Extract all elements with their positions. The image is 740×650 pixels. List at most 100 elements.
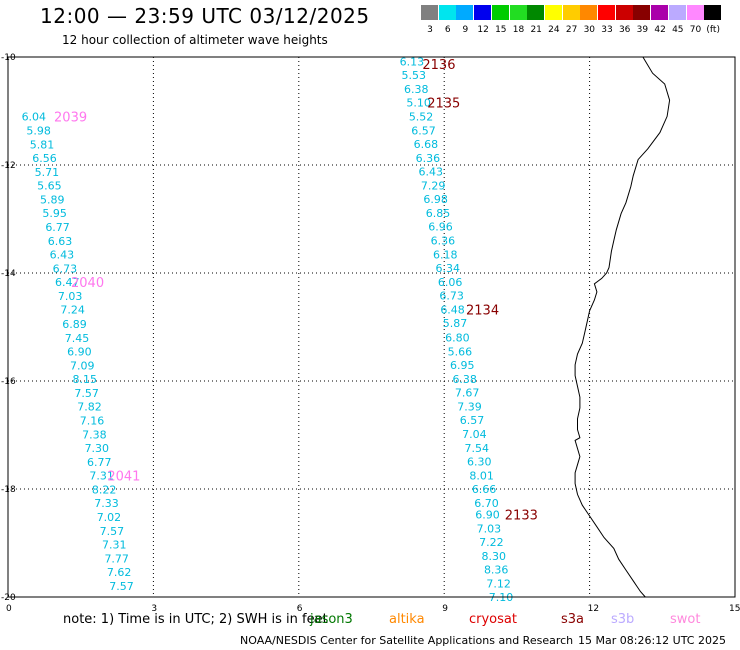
scale-swatch xyxy=(421,5,438,20)
wave-height-value: 7.57 xyxy=(74,387,99,400)
scale-label: 70 xyxy=(689,25,702,35)
wave-height-value: 6.48 xyxy=(440,304,465,317)
wave-height-value: 6.70 xyxy=(474,497,499,510)
wave-height-value: 5.52 xyxy=(409,110,434,123)
wave-height-value: 5.98 xyxy=(26,124,51,137)
wave-height-value: 8.30 xyxy=(482,550,507,563)
scale-label: 12 xyxy=(477,25,489,35)
wave-height-value: 6.57 xyxy=(460,414,485,427)
scale-swatch xyxy=(615,5,633,20)
scale-swatch xyxy=(686,5,704,20)
wave-height-value: 7.57 xyxy=(109,580,134,593)
wave-height-value: 7.31 xyxy=(89,470,114,483)
scale-label: 33 xyxy=(601,25,613,35)
wave-height-value: 7.57 xyxy=(100,525,125,538)
wave-height-value: 6.73 xyxy=(439,290,464,303)
pass-label: 2135 xyxy=(427,96,460,111)
chart-subtitle: 12 hour collection of altimeter wave hei… xyxy=(62,33,328,47)
wave-height-value: 7.67 xyxy=(455,386,480,399)
scale-swatch xyxy=(598,5,615,20)
x-tick-label: 0 xyxy=(6,604,12,614)
scale-swatch xyxy=(491,5,509,20)
scale-label: 42 xyxy=(654,25,666,35)
wave-height-value: 7.09 xyxy=(70,359,95,372)
wave-height-value: 6.98 xyxy=(423,193,448,206)
scale-swatch xyxy=(633,5,651,20)
wave-height-value: 7.02 xyxy=(97,511,122,524)
x-tick-label: 3 xyxy=(151,604,157,614)
y-tick-label: -20 xyxy=(1,593,16,603)
wave-height-value: 6.36 xyxy=(431,235,456,248)
wave-height-value: 6.63 xyxy=(48,235,73,248)
wave-height-value: 6.47 xyxy=(55,276,80,289)
wave-height-value: 7.24 xyxy=(60,304,85,317)
legend-s3a: s3a xyxy=(561,612,585,627)
wave-height-value: 7.03 xyxy=(477,522,502,535)
pass-label: 2136 xyxy=(422,58,455,73)
wave-height-value: 7.04 xyxy=(462,428,487,441)
wave-height-value: 6.90 xyxy=(475,508,500,521)
coastline xyxy=(574,56,671,598)
wave-height-value: 7.31 xyxy=(102,539,127,552)
scale-swatch xyxy=(580,5,598,20)
pass-label: 2040 xyxy=(71,276,104,291)
wave-height-value: 6.89 xyxy=(62,318,87,331)
x-tick-label: 12 xyxy=(588,604,599,614)
wave-height-value: 6.66 xyxy=(472,483,497,496)
scale-label: 21 xyxy=(530,25,542,35)
scale-swatch xyxy=(668,5,686,20)
wave-height-value: 8.01 xyxy=(469,470,494,483)
wave-height-value: 6.68 xyxy=(414,138,439,151)
wave-height-value: 5.53 xyxy=(402,69,427,82)
legend-s3b: s3b xyxy=(611,612,635,627)
scale-label: 15 xyxy=(495,25,507,35)
wave-height-value: 6.57 xyxy=(411,124,436,137)
wave-height-value: 5.89 xyxy=(40,194,65,207)
wave-height-value: 5.95 xyxy=(42,207,66,220)
wave-height-value: 7.54 xyxy=(465,442,490,455)
wave-height-value: 6.77 xyxy=(87,456,112,469)
wave-height-value: 8.36 xyxy=(484,563,509,576)
wave-height-value: 7.82 xyxy=(77,400,102,413)
wave-height-value: 6.36 xyxy=(416,152,441,165)
wave-height-value: 5.66 xyxy=(448,345,473,358)
wave-height-value: 6.77 xyxy=(45,221,70,234)
scale-label: 36 xyxy=(618,25,631,35)
scale-swatch xyxy=(562,5,580,20)
wave-height-value: 6.18 xyxy=(433,249,458,262)
scale-label: 30 xyxy=(583,25,596,35)
scale-label: 39 xyxy=(636,25,649,35)
scale-label: 9 xyxy=(462,25,469,35)
wave-height-value: 6.90 xyxy=(67,345,92,358)
legend-cryosat: cryosat xyxy=(469,612,517,627)
scale-swatch xyxy=(456,5,474,20)
wave-height-value: 6.38 xyxy=(404,83,429,96)
wave-height-value: 6.04 xyxy=(22,110,47,123)
wave-height-value: 6.30 xyxy=(467,455,492,468)
pass-label: 2133 xyxy=(505,508,538,523)
wave-height-value: 7.38 xyxy=(82,428,107,441)
wave-height-value: 6.38 xyxy=(452,373,477,386)
wave-height-value: 7.16 xyxy=(80,414,105,427)
scale-unit-label: (ft) xyxy=(706,25,720,35)
wave-height-value: 7.62 xyxy=(107,566,132,579)
wave-height-value: 6.43 xyxy=(50,249,75,262)
wave-height-value: 7.29 xyxy=(421,180,446,193)
legend-swot: swot xyxy=(670,612,701,627)
wave-height-value: 6.95 xyxy=(450,359,475,372)
wave-height-value: 7.03 xyxy=(58,290,83,303)
wave-height-value: 7.45 xyxy=(65,332,90,345)
scale-label: 3 xyxy=(427,25,433,35)
wave-height-value: 5.10 xyxy=(406,96,431,109)
legend-note: note: 1) Time is in UTC; 2) SWH is in fe… xyxy=(63,612,328,627)
chart-title: 12:00 — 23:59 UTC 03/12/2025 xyxy=(40,4,370,28)
scale-swatch xyxy=(527,5,545,20)
scale-swatch xyxy=(509,5,527,20)
scale-label: 24 xyxy=(548,25,560,35)
wave-height-value: 5.87 xyxy=(443,317,468,330)
scale-label: 27 xyxy=(565,25,578,35)
scale-label: 18 xyxy=(512,25,525,35)
x-tick-label: 9 xyxy=(442,604,448,614)
wave-height-value: 6.85 xyxy=(426,207,451,220)
wave-height-value: 6.56 xyxy=(32,152,57,165)
